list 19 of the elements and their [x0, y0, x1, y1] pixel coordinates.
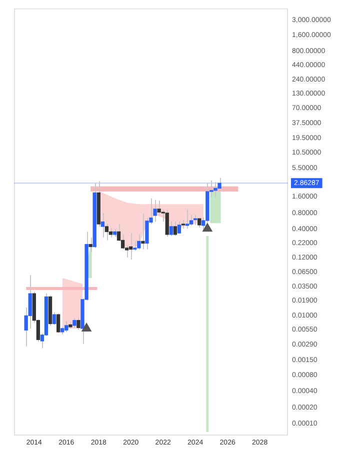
candlestick	[76, 317, 80, 330]
candlestick	[214, 182, 218, 198]
candlestick	[173, 220, 178, 237]
candlestick	[141, 213, 145, 250]
candlestick	[133, 240, 137, 252]
candlestick	[56, 312, 60, 334]
candlestick	[72, 318, 76, 328]
candlestick	[137, 234, 141, 250]
candlestick	[64, 320, 68, 332]
candlestick	[157, 200, 161, 216]
candlestick	[165, 210, 169, 238]
candlestick	[198, 217, 202, 228]
candlestick	[108, 228, 113, 238]
candlestick	[177, 220, 182, 234]
candlestick	[145, 217, 149, 250]
candlestick	[153, 199, 157, 222]
candlestick	[52, 312, 56, 326]
candlestick	[185, 208, 190, 230]
candlestick	[169, 220, 173, 237]
